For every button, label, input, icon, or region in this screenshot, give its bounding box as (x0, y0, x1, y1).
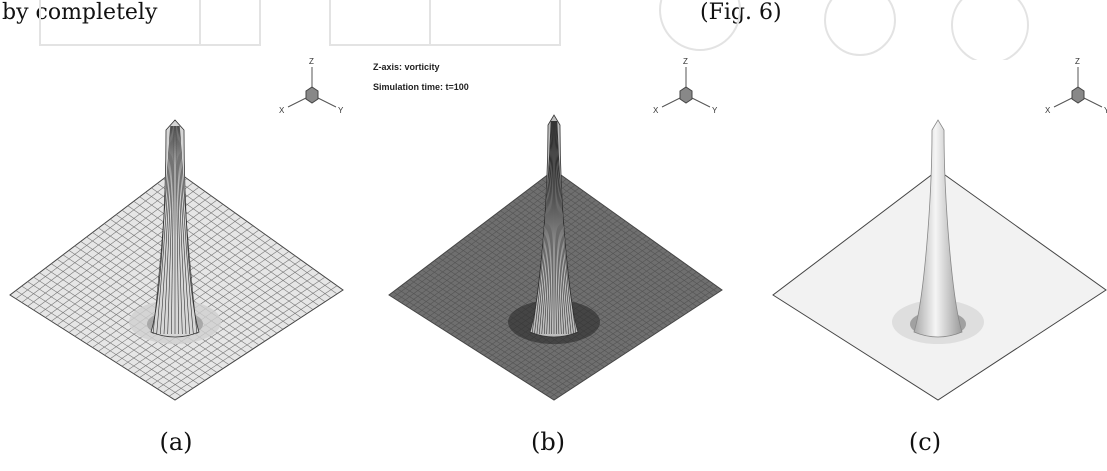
axis-triad-icon (1053, 67, 1103, 108)
caption-c: (c) (908, 428, 942, 456)
vorticity-peak (913, 119, 963, 338)
surface-plot-c: Z X Y (772, 57, 1107, 401)
surface-plot-b: Z X Y (388, 57, 723, 401)
triad-x-label: X (653, 106, 659, 115)
triad-z-label: Z (1075, 57, 1080, 66)
peak-mesh-lines (531, 120, 577, 335)
z-axis-label: Z-axis: vorticity (373, 62, 440, 72)
triad-y-label: Y (338, 106, 344, 115)
axis-triad-icon (661, 67, 711, 108)
triad-y-label: Y (712, 106, 718, 115)
triad-z-label: Z (683, 57, 688, 66)
triad-x-label: X (1045, 106, 1051, 115)
panel-a: Z X Y (0, 40, 369, 420)
caption-a: (a) (159, 428, 193, 456)
peak-mesh-lines (152, 125, 198, 335)
axis-triad-icon (287, 67, 337, 108)
surface-plot-a: Z X Y (9, 57, 344, 401)
panel-c: Z X Y (738, 40, 1107, 420)
cut-off-text-left: by completely (2, 0, 158, 25)
caption-b: (b) (530, 428, 566, 456)
triad-y-label: Y (1104, 106, 1107, 115)
watermark-logo (39, 0, 1029, 60)
panel-b: Z X Y Z-axis: vorticity Simulation time: t… (369, 40, 738, 420)
triad-z-label: Z (309, 57, 314, 66)
simulation-time-label: Simulation time: t=100 (373, 82, 469, 92)
triad-x-label: X (279, 106, 285, 115)
